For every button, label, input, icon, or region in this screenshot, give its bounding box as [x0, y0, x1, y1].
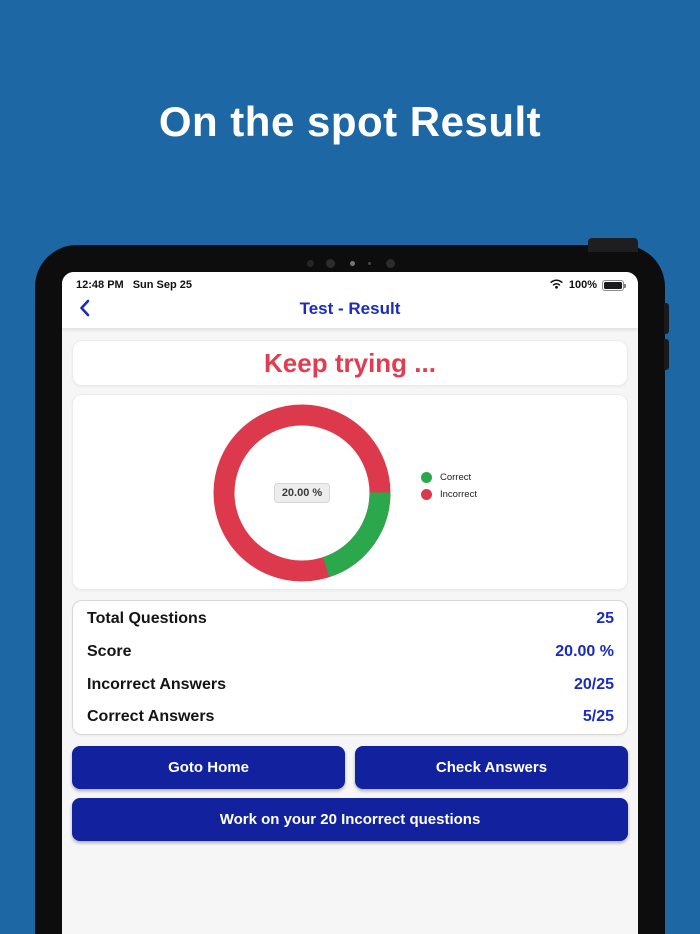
sensor-dot — [368, 262, 371, 265]
work-incorrect-button[interactable]: Work on your 20 Incorrect questions — [72, 798, 628, 841]
nav-bar: Test - Result — [62, 296, 638, 328]
stat-value: 20/25 — [573, 675, 614, 693]
donut-center-label: 20.00 % — [273, 483, 331, 503]
back-chevron-icon — [79, 299, 90, 322]
check-answers-button[interactable]: Check Answers — [355, 746, 628, 789]
stat-label: Incorrect Answers — [87, 675, 227, 693]
battery-percent: 100% — [568, 279, 597, 291]
donut-correct-arc — [213, 404, 391, 582]
legend-dot-correct — [421, 472, 432, 483]
legend-dot-incorrect — [421, 489, 432, 500]
legend-item-correct: Correct — [421, 472, 477, 483]
front-camera-array — [35, 257, 665, 269]
sensor-dot — [307, 260, 314, 267]
status-right: 100% — [549, 278, 626, 292]
camera-lens-dot — [350, 261, 355, 266]
status-date: Sun Sep 25 — [132, 279, 192, 291]
page-title: On the spot Result — [158, 98, 542, 145]
table-row: Score 20.00 % — [73, 636, 627, 669]
table-row: Correct Answers 5/25 — [73, 701, 627, 734]
tablet-device-frame: 12:48 PM Sun Sep 25 100% — [35, 238, 669, 934]
stats-table: Total Questions 25 Score 20.00 % Incorre… — [72, 600, 628, 735]
goto-home-button[interactable]: Goto Home — [72, 746, 345, 789]
volume-down-button — [664, 339, 669, 370]
stat-value: 25 — [596, 610, 614, 628]
sensor-dot — [386, 259, 395, 268]
table-row: Incorrect Answers 20/25 — [73, 668, 627, 701]
legend-label: Correct — [440, 472, 472, 483]
legend-label: Incorrect — [440, 489, 477, 500]
result-message-card: Keep trying ... — [72, 340, 628, 386]
status-bar: 12:48 PM Sun Sep 25 100% — [62, 276, 638, 294]
donut-chart: 20.00 % — [213, 404, 391, 582]
stat-value: 20.00 % — [555, 643, 614, 661]
wifi-icon — [549, 278, 564, 292]
table-row: Total Questions 25 — [73, 603, 627, 636]
volume-up-button — [664, 303, 669, 334]
legend-item-incorrect: Incorrect — [421, 489, 477, 500]
stat-label: Score — [87, 643, 132, 661]
nav-title: Test - Result — [299, 299, 401, 318]
stat-label: Correct Answers — [87, 708, 215, 726]
battery-icon — [602, 279, 626, 291]
power-button — [588, 238, 638, 252]
back-button[interactable] — [72, 298, 96, 322]
app-screen: 12:48 PM Sun Sep 25 100% — [62, 272, 638, 934]
status-left: 12:48 PM Sun Sep 25 — [76, 279, 192, 291]
status-time: 12:48 PM — [76, 279, 124, 291]
score-chart-card: 20.00 % Correct Incorrect — [72, 394, 628, 590]
sensor-dot — [326, 259, 335, 268]
chart-legend: Correct Incorrect — [421, 472, 477, 500]
stat-label: Total Questions — [87, 610, 207, 628]
app-header: 12:48 PM Sun Sep 25 100% — [62, 272, 638, 328]
stat-value: 5/25 — [582, 708, 614, 726]
result-message: Keep trying ... — [264, 347, 436, 378]
